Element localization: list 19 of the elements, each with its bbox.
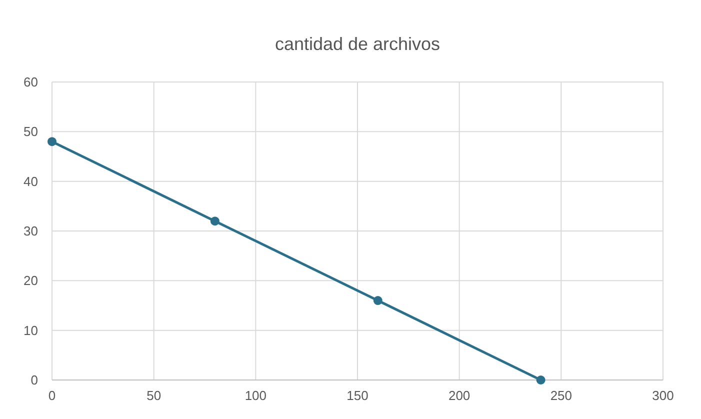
x-tick-label: 250 (550, 388, 572, 403)
y-tick-label: 50 (24, 124, 38, 140)
y-tick-label: 20 (24, 273, 38, 288)
point (373, 296, 382, 306)
chart-title: cantidad de archivos (274, 34, 440, 54)
y-tick-label: 60 (24, 74, 38, 90)
y-tick-label: 0 (30, 372, 38, 388)
x-tick-label: 150 (346, 388, 368, 403)
y-tick-label: 40 (24, 174, 38, 189)
point (48, 137, 56, 146)
y-tick-label: 30 (24, 224, 38, 238)
point (536, 376, 546, 384)
x-tick-label: 100 (244, 388, 267, 403)
x-tick-label: 300 (652, 388, 674, 403)
x-tick-label: 200 (448, 388, 470, 403)
y-tick-label: 10 (24, 322, 38, 338)
x-tick-label: 50 (146, 388, 162, 403)
x-tick-label: 0 (48, 388, 56, 403)
point (210, 216, 220, 226)
